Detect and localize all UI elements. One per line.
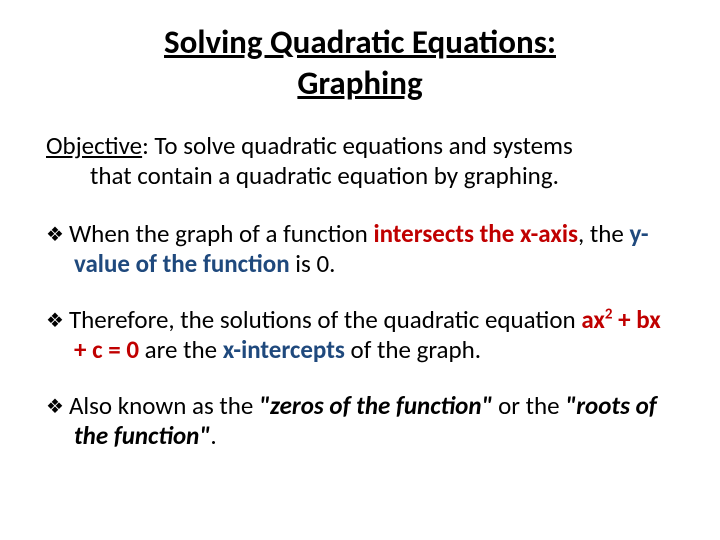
diamond-bullet-icon: ❖ [46,395,64,419]
text-segment: is 0. [290,248,336,279]
diamond-bullet-icon: ❖ [46,223,64,247]
text-segment: or the [492,390,565,421]
diamond-bullet-icon: ❖ [46,309,64,333]
text-segment: When the graph of a function [69,218,374,249]
objective-text-indent: that contain a quadratic equation by gra… [46,161,678,191]
text-segment: x-intercepts [223,334,345,365]
bullet-item: ❖Also known as the "zeros of the functio… [42,391,678,451]
objective-label: Objective [46,130,142,161]
text-segment: Therefore, the solutions of the quadrati… [69,304,581,335]
text-segment: are the [139,334,223,365]
objective-paragraph: Objective: To solve quadratic equations … [42,131,678,191]
text-segment: "zeros of the function" [259,390,492,421]
title-line-2: Graphing [297,63,422,103]
bullet-item: ❖Therefore, the solutions of the quadrat… [42,305,678,365]
bullet-list: ❖When the graph of a function intersects… [42,219,678,451]
text-segment: intersects the x-axis [373,218,578,249]
text-segment: of the graph. [345,334,481,365]
objective-text-1: : To solve quadratic equations and syste… [142,130,573,161]
slide-title: Solving Quadratic Equations: Graphing [42,22,678,105]
text-segment: , the [578,218,630,249]
bullet-item: ❖When the graph of a function intersects… [42,219,678,279]
text-segment: . [210,420,216,451]
title-line-1: Solving Quadratic Equations: [164,22,556,62]
text-segment: Also known as the [69,390,259,421]
text-segment: 2 [605,305,613,323]
text-segment: ax [581,304,605,335]
